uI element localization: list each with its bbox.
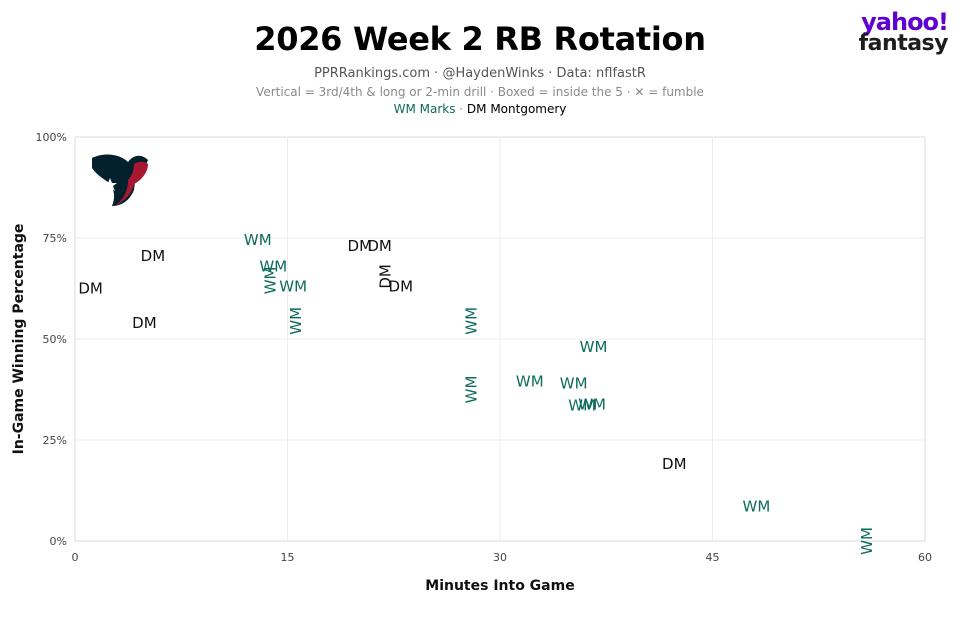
x-tick-label: 15 [281, 551, 295, 564]
brand-line2: fantasy [858, 31, 949, 56]
data-point-wm: WM [560, 374, 588, 392]
legend-item-dm: DM Montgomery [466, 102, 567, 116]
data-point-dm: DM [389, 278, 414, 296]
data-point-dm: DM [78, 280, 103, 298]
data-point-wm: WM [463, 376, 481, 404]
data-point-dm: DM [132, 314, 157, 332]
yahoo-fantasy-logo: yahoo! fantasy [838, 8, 949, 56]
legend-separator: · [455, 102, 467, 116]
y-axis-label: In-Game Winning Percentage [11, 224, 27, 455]
data-point-wm: WM [262, 267, 280, 295]
data-point-dm: DM [348, 237, 373, 255]
x-tick-label: 60 [918, 551, 932, 564]
data-point-wm: WM [279, 278, 307, 296]
data-point-wm: WM [287, 307, 305, 335]
data-point-wm: WM [516, 372, 544, 390]
data-point-wm: WM [743, 498, 771, 516]
data-point-wm: WM [568, 397, 596, 415]
data-point-dm: DM [662, 455, 687, 473]
legend-item-wm: WM Marks [393, 102, 456, 116]
data-point-wm: WM [580, 338, 608, 356]
grid [75, 137, 925, 541]
y-tick-label: 0% [50, 535, 67, 548]
data-point-wm: WM [578, 395, 606, 413]
tick-labels: 0 15 30 45 60 0% 25% 50% 75% 100% [36, 131, 932, 564]
data-point-wm: WM [858, 527, 876, 555]
data-point-dm: DM [367, 237, 392, 255]
y-tick-label: 25% [43, 434, 67, 447]
chart-subtitle: PPRRankings.com · @HaydenWinks · Data: n… [314, 66, 646, 81]
chart-title: 2026 Week 2 RB Rotation [254, 20, 706, 58]
x-axis-label: Minutes Into Game [425, 578, 574, 594]
brand-line1: yahoo! [861, 8, 949, 36]
data-point-dm: DM [141, 247, 166, 265]
y-tick-label: 100% [36, 131, 67, 144]
data-point-dm: DM [376, 264, 394, 289]
y-tick-label: 75% [43, 232, 67, 245]
y-tick-label: 50% [43, 333, 67, 346]
legend: WM Marks · DM Montgomery [0, 102, 960, 116]
x-tick-label: 30 [493, 551, 507, 564]
data-point-wm: WM [244, 231, 272, 249]
x-tick-label: 0 [72, 551, 79, 564]
data-point-wm: WM [463, 307, 481, 335]
chart-note: Vertical = 3rd/4th & long or 2-min drill… [256, 85, 704, 99]
x-tick-label: 45 [706, 551, 720, 564]
texans-logo-icon [92, 154, 148, 206]
data-point-wm: WM [259, 257, 287, 275]
